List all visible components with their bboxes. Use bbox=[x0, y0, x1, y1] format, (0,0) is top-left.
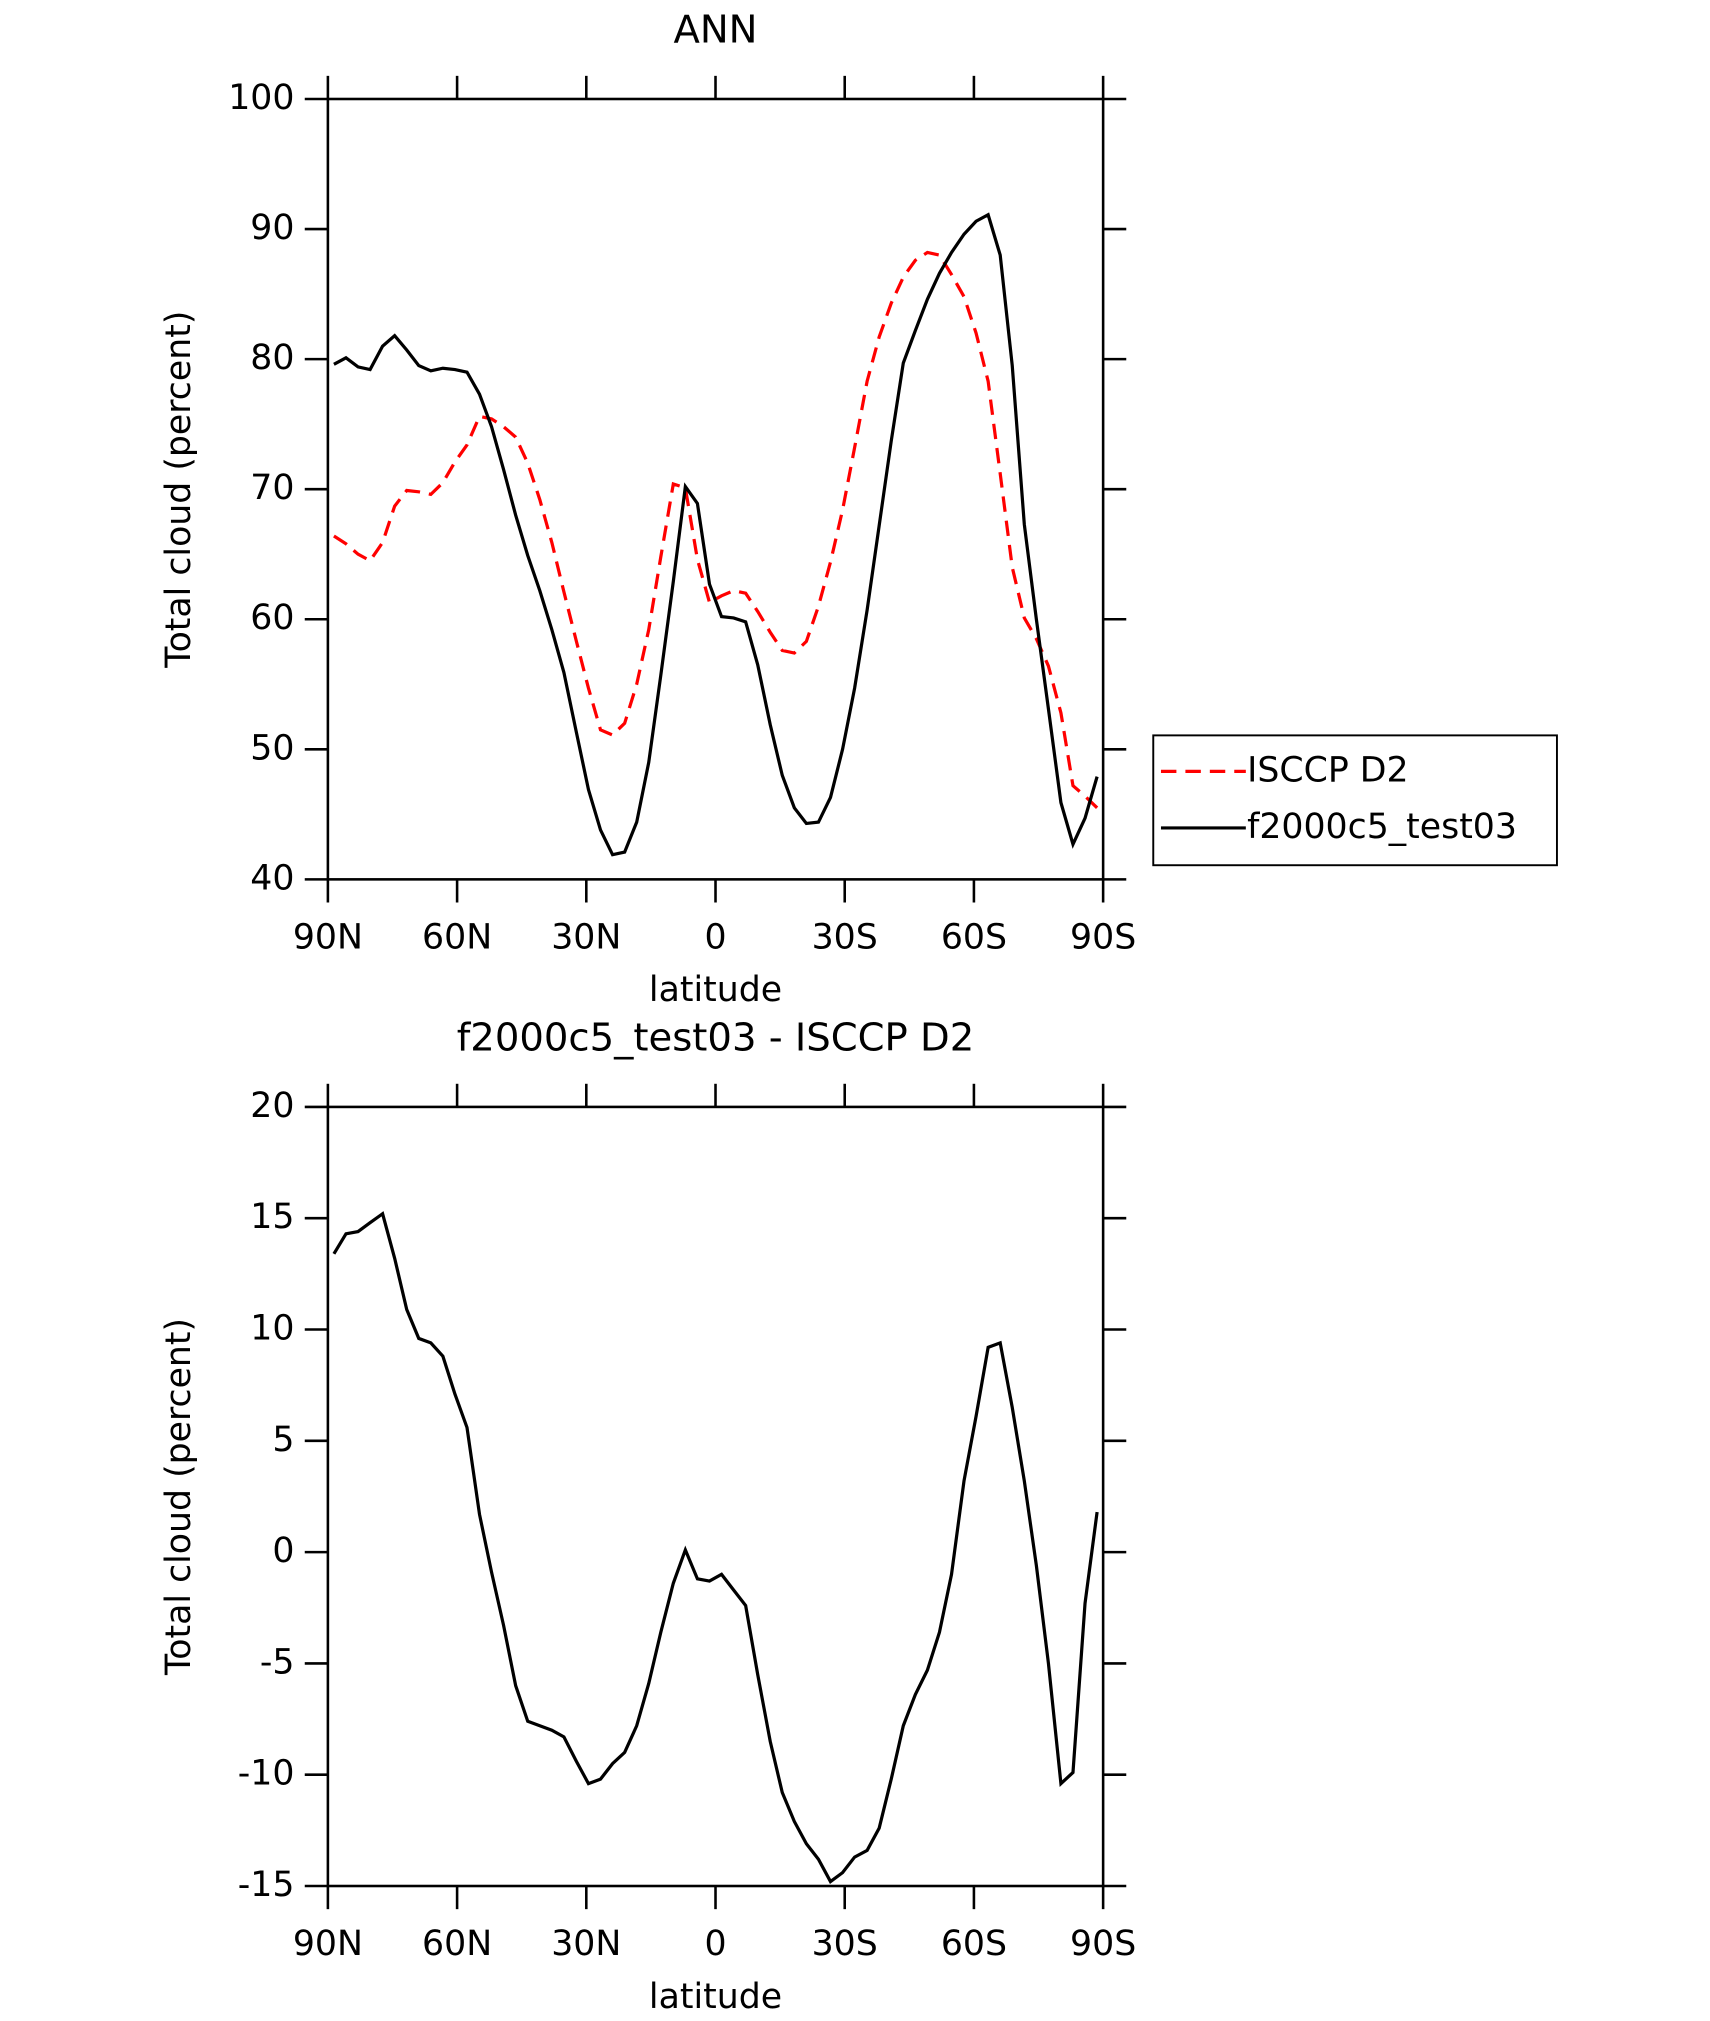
y-tick-label: 0 bbox=[272, 1531, 294, 1571]
x-tick-label: 0 bbox=[704, 918, 726, 958]
x-tick-label: 30S bbox=[812, 918, 878, 958]
legend-box bbox=[1152, 734, 1558, 867]
x-tick-label: 60N bbox=[422, 1924, 492, 1964]
y-tick-label: 10 bbox=[250, 1309, 294, 1349]
y-axis-label: Total cloud (percent) bbox=[159, 311, 199, 669]
y-axis-label: Total cloud (percent) bbox=[159, 1318, 199, 1676]
x-tick-label: 60S bbox=[941, 1924, 1007, 1964]
y-tick-label: 70 bbox=[250, 468, 294, 508]
x-axis-label: latitude bbox=[649, 1977, 782, 2017]
y-tick-label: 80 bbox=[250, 338, 294, 378]
x-tick-label: 30N bbox=[551, 918, 621, 958]
plot-frame bbox=[326, 1105, 1105, 1888]
y-tick-label: 90 bbox=[250, 208, 294, 248]
y-tick-label: 100 bbox=[228, 78, 294, 118]
chart-title: ANN bbox=[673, 8, 757, 53]
x-tick-label: 90N bbox=[293, 918, 363, 958]
x-tick-label: 0 bbox=[704, 1924, 726, 1964]
x-tick-label: 30S bbox=[812, 1924, 878, 1964]
y-tick-label: 40 bbox=[250, 858, 294, 898]
y-tick-label: 20 bbox=[250, 1086, 294, 1126]
data-line bbox=[333, 212, 1099, 857]
legend-label: ISCCP D2 bbox=[1247, 750, 1409, 790]
x-tick-label: 60S bbox=[941, 918, 1007, 958]
data-line bbox=[332, 1211, 1099, 1884]
y-tick-label: 5 bbox=[272, 1420, 294, 1460]
legend-label: f2000c5_test03 bbox=[1247, 807, 1517, 847]
y-tick-label: -15 bbox=[238, 1865, 295, 1905]
x-axis-label: latitude bbox=[649, 970, 782, 1010]
data-line bbox=[333, 250, 1099, 809]
x-tick-label: 30N bbox=[551, 1924, 621, 1964]
x-tick-label: 90S bbox=[1070, 918, 1136, 958]
x-tick-label: 90S bbox=[1070, 1924, 1136, 1964]
y-tick-label: 50 bbox=[250, 728, 294, 768]
y-tick-label: -5 bbox=[260, 1642, 295, 1682]
chart-title: f2000c5_test03 - ISCCP D2 bbox=[457, 1016, 975, 1061]
x-tick-label: 60N bbox=[422, 918, 492, 958]
y-tick-label: -10 bbox=[238, 1754, 295, 1794]
x-tick-label: 90N bbox=[293, 1924, 363, 1964]
y-tick-label: 60 bbox=[250, 598, 294, 638]
y-tick-label: 15 bbox=[250, 1197, 294, 1237]
